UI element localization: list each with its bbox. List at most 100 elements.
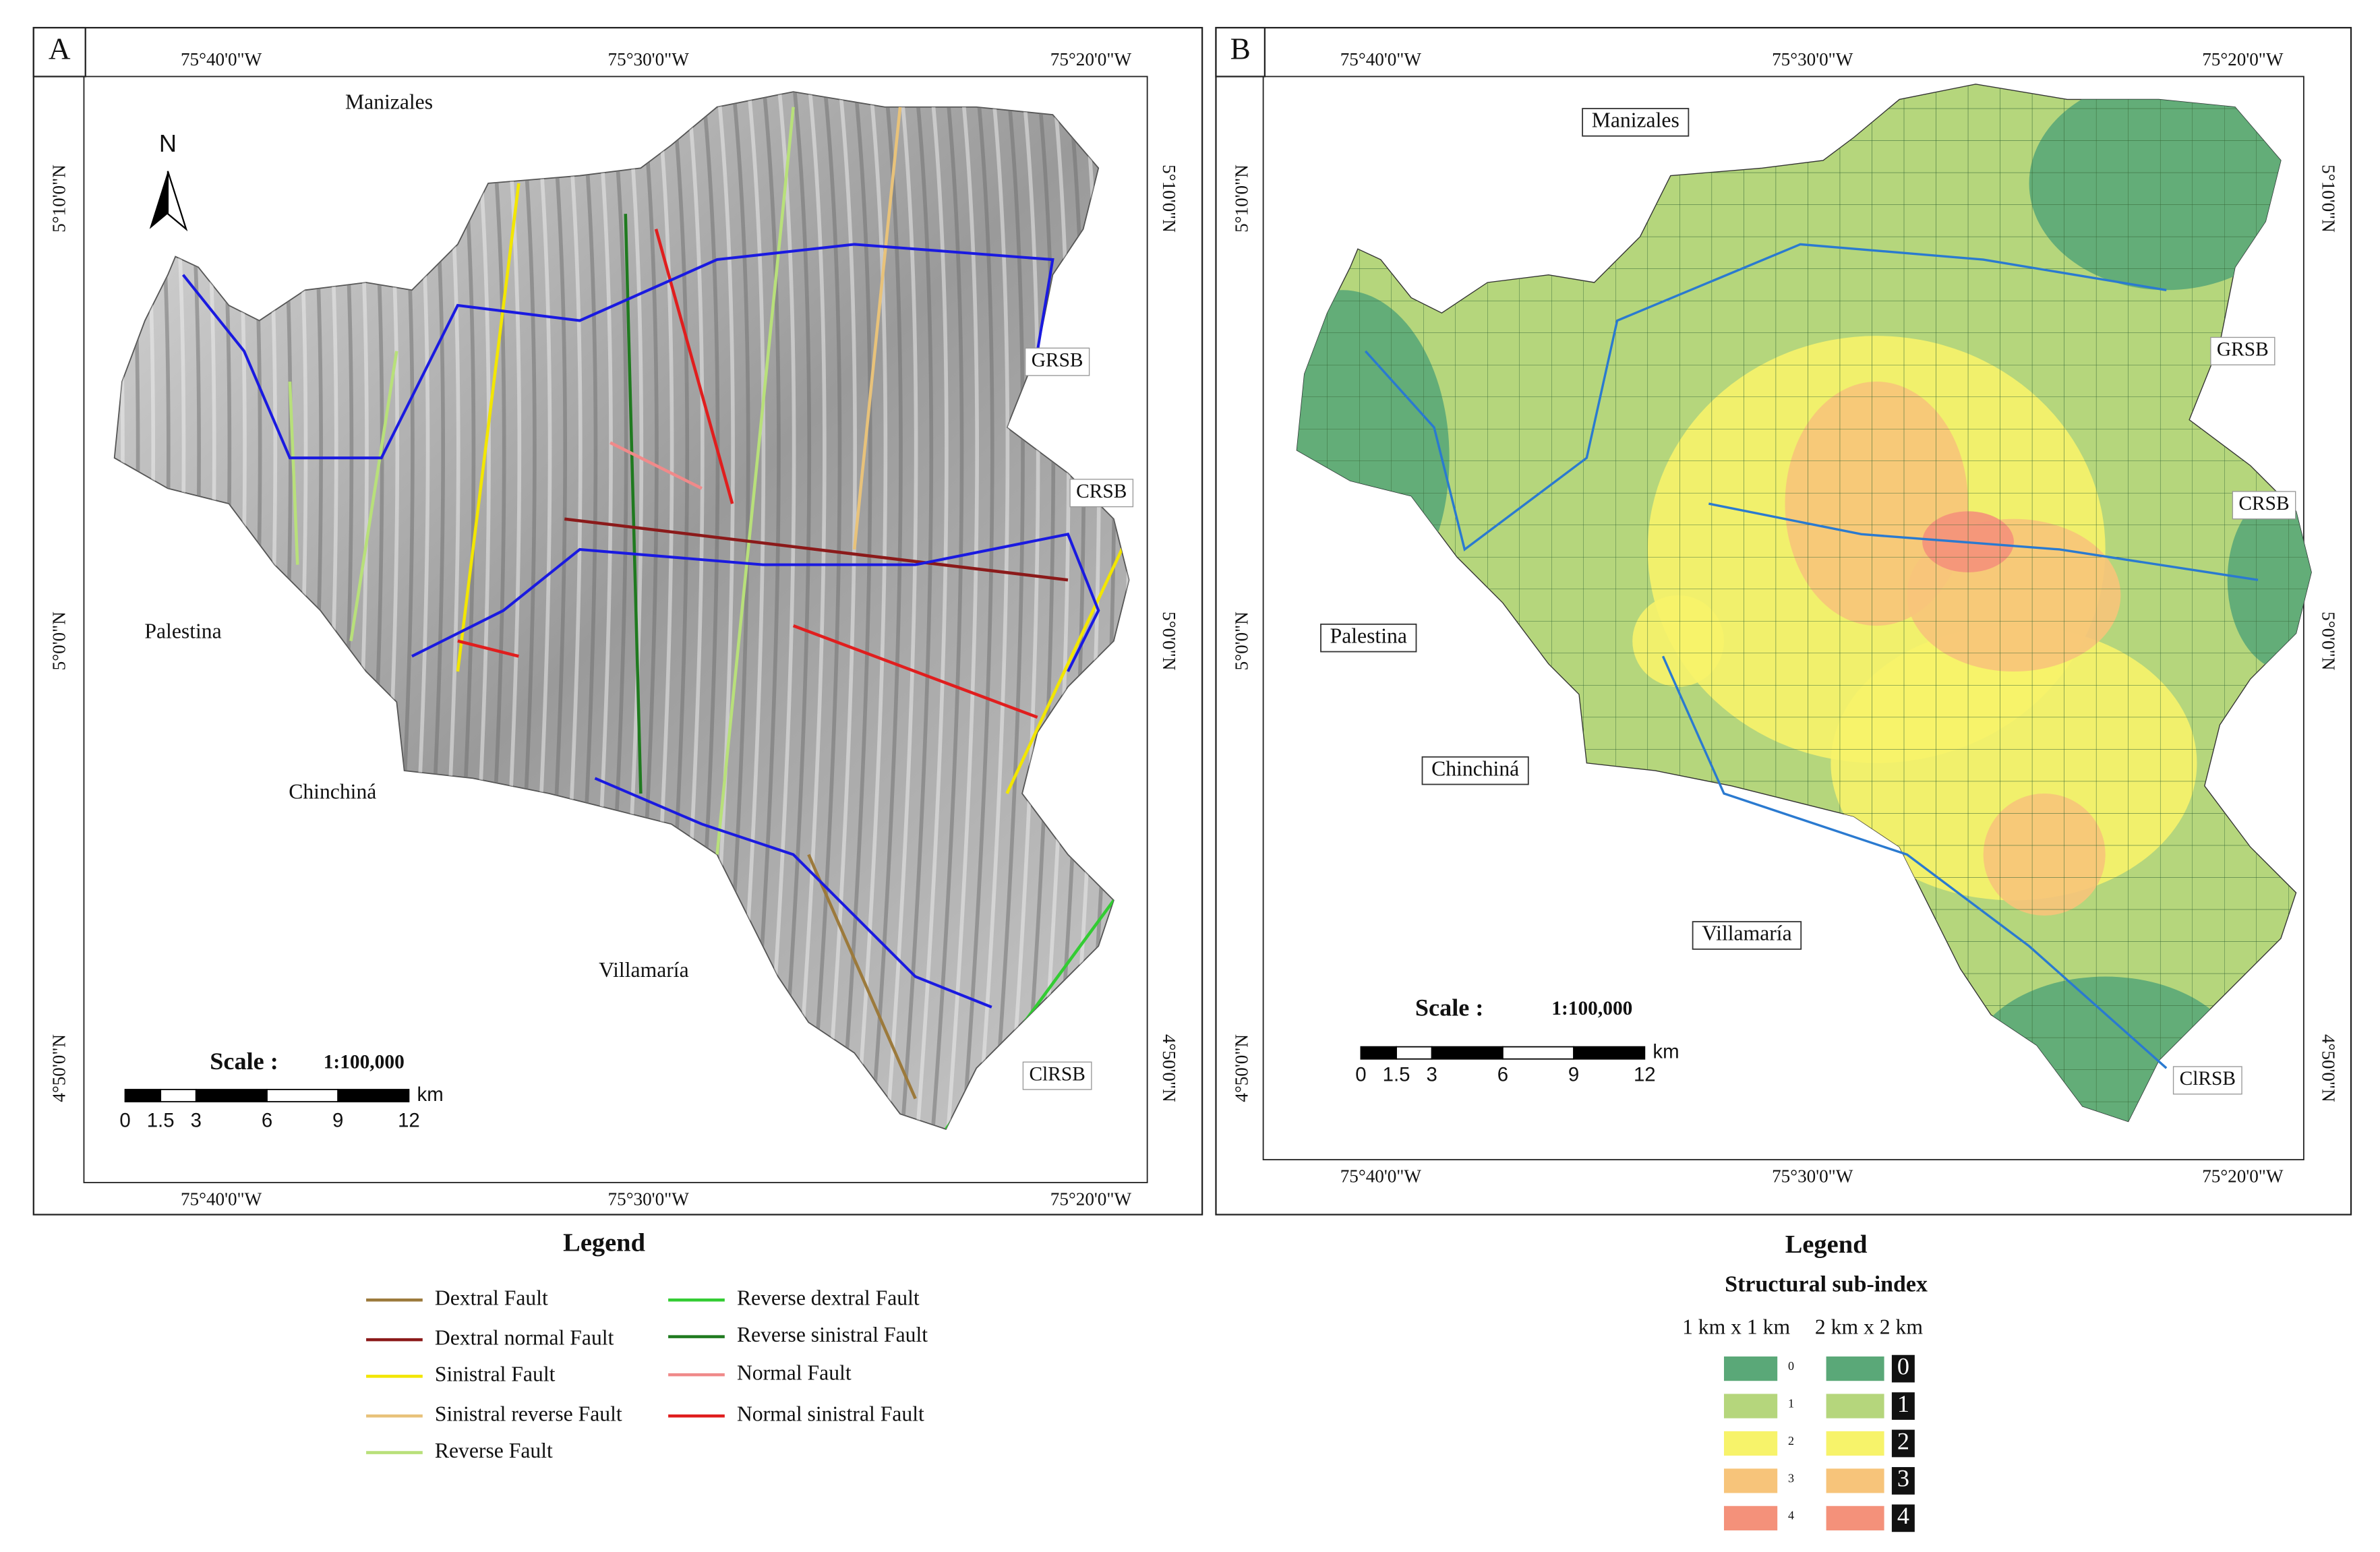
panel-label-box	[32, 26, 86, 78]
grid-cell	[1263, 813, 1296, 845]
grid-cell	[1936, 1037, 1969, 1070]
longitude-label: 75°30'0"W	[1772, 1166, 1853, 1186]
grid-cell	[1583, 941, 1616, 974]
place-box	[1320, 623, 1417, 653]
grid-cell	[1744, 1037, 1777, 1070]
grid-cell	[2000, 1037, 2033, 1070]
grid-cell	[1872, 1101, 1905, 1122]
latitude-label: 5°10'0"N	[1159, 165, 1179, 233]
grid-cell	[1551, 204, 1584, 237]
ridge	[959, 92, 994, 1129]
grid-cell	[2256, 813, 2289, 846]
longitude-label: 75°20'0"W	[2202, 49, 2284, 69]
grid-cell	[1872, 1134, 1904, 1166]
grid-cell	[1263, 1038, 1296, 1070]
grid-cell	[2288, 332, 2312, 365]
legend-column: 2 km x 2 km	[1815, 1315, 1923, 1339]
scale-segment	[195, 1089, 268, 1103]
grid-cell	[1519, 236, 1552, 269]
grid-cell	[1487, 84, 1520, 109]
grid-cell	[1872, 1005, 1905, 1038]
ridge	[181, 92, 216, 1129]
grid-cell	[2288, 941, 2312, 974]
grid-cell	[1711, 845, 1744, 878]
grid-cell	[1263, 365, 1296, 397]
grid-cell	[1263, 909, 1296, 942]
grid-cell	[1615, 941, 1648, 974]
grid-cell	[1263, 397, 1296, 429]
grid-cell	[1391, 108, 1424, 141]
north-arrow	[167, 171, 188, 232]
grid-cell	[1423, 589, 1456, 622]
grid-cell	[1359, 493, 1392, 525]
grid-cell	[1297, 557, 1328, 589]
grid-cell	[1615, 1134, 1648, 1166]
legend-swatch	[1826, 1394, 1884, 1419]
legend-title: Legend	[563, 1229, 645, 1257]
ridge	[242, 92, 278, 1129]
grid-cell	[1391, 813, 1424, 846]
grid-cell	[1872, 877, 1905, 910]
grid-cell	[1551, 717, 1584, 750]
ridge	[1035, 92, 1071, 1129]
legend-swatch	[1826, 1505, 1884, 1530]
grid-cell	[1423, 557, 1456, 589]
grid-cell	[2256, 1101, 2289, 1122]
basin-label: ClRSB	[2180, 1068, 2236, 1090]
basin-box	[1069, 479, 1134, 508]
grid-cell	[1519, 172, 1552, 205]
grid-cell	[1967, 1069, 2000, 1102]
grid-cell	[1263, 237, 1296, 269]
grid-cell	[2288, 685, 2312, 718]
scale-segment	[1396, 1046, 1433, 1060]
grid-cell	[2288, 1134, 2321, 1166]
grid-cell	[1872, 909, 1905, 942]
legend-label: Sinistral Fault	[435, 1363, 556, 1386]
grid-cell	[1519, 973, 1552, 1006]
index-cells	[1263, 84, 2321, 1166]
grid-cell	[1615, 140, 1648, 173]
grid-cell	[1551, 877, 1584, 910]
grid-cell	[1423, 877, 1456, 910]
grid-cell	[1263, 525, 1296, 558]
grid-cell	[1679, 140, 1713, 173]
grid-cell	[1455, 845, 1488, 878]
grid-cell	[1327, 525, 1360, 558]
legend-class-large: 2	[1897, 1427, 1909, 1454]
grid-cell	[2224, 1101, 2257, 1122]
legend-label: Normal sinistral Fault	[737, 1402, 924, 1426]
grid-cell	[1297, 973, 1328, 1006]
latitude-label: 5°0'0"N	[2319, 611, 2339, 670]
grid-cell	[1359, 685, 1392, 718]
grid-cell	[1551, 84, 1584, 109]
grid-cell	[1551, 941, 1584, 974]
legend-label: Reverse sinistral Fault	[737, 1323, 928, 1346]
grid-cell	[1327, 557, 1360, 589]
grid-cell	[2160, 1134, 2193, 1166]
grid-cell	[1679, 781, 1713, 814]
grid-cell	[1297, 717, 1328, 750]
grid-cell	[1423, 1134, 1456, 1166]
grid-cell	[1679, 973, 1713, 1006]
place-label: Manizales	[1592, 109, 1679, 132]
grid-cell	[1391, 717, 1424, 750]
scale-tick-label: 3	[1426, 1063, 1437, 1085]
grid-cell	[1297, 1069, 1328, 1102]
grid-cell	[1615, 781, 1648, 814]
grid-cell	[1551, 909, 1584, 942]
grid-cell	[2031, 1101, 2064, 1122]
grid-cell	[2256, 300, 2289, 333]
latitude-label: 4°50'0"N	[49, 1034, 69, 1102]
latitude-label: 5°0'0"N	[1231, 611, 1251, 670]
scale-ratio: 1:100,000	[1551, 998, 1632, 1019]
legend-column: 1 km x 1 km	[1682, 1315, 1790, 1339]
grid-cell	[2288, 1037, 2312, 1070]
grid-cell	[1615, 84, 1648, 109]
grid-cell	[1647, 84, 1680, 109]
scale-tick-label: 12	[398, 1109, 420, 1131]
grid-cell	[1903, 1101, 1936, 1122]
fault-line	[457, 639, 519, 658]
grid-cell	[1423, 717, 1456, 750]
grid-cell	[1359, 204, 1392, 237]
grid-cell	[1744, 973, 1777, 1006]
